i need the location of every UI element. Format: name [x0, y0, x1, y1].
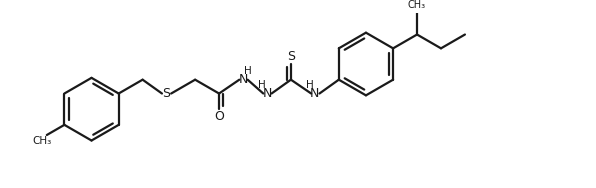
Text: H: H	[259, 80, 266, 90]
Text: H: H	[306, 80, 314, 90]
Text: O: O	[214, 110, 224, 123]
Text: N: N	[262, 87, 272, 100]
Text: N: N	[310, 87, 319, 100]
Text: N: N	[238, 73, 248, 86]
Text: H: H	[244, 66, 252, 76]
Text: S: S	[163, 87, 170, 100]
Text: CH₃: CH₃	[408, 0, 426, 10]
Text: S: S	[287, 50, 295, 63]
Text: CH₃: CH₃	[33, 136, 52, 146]
